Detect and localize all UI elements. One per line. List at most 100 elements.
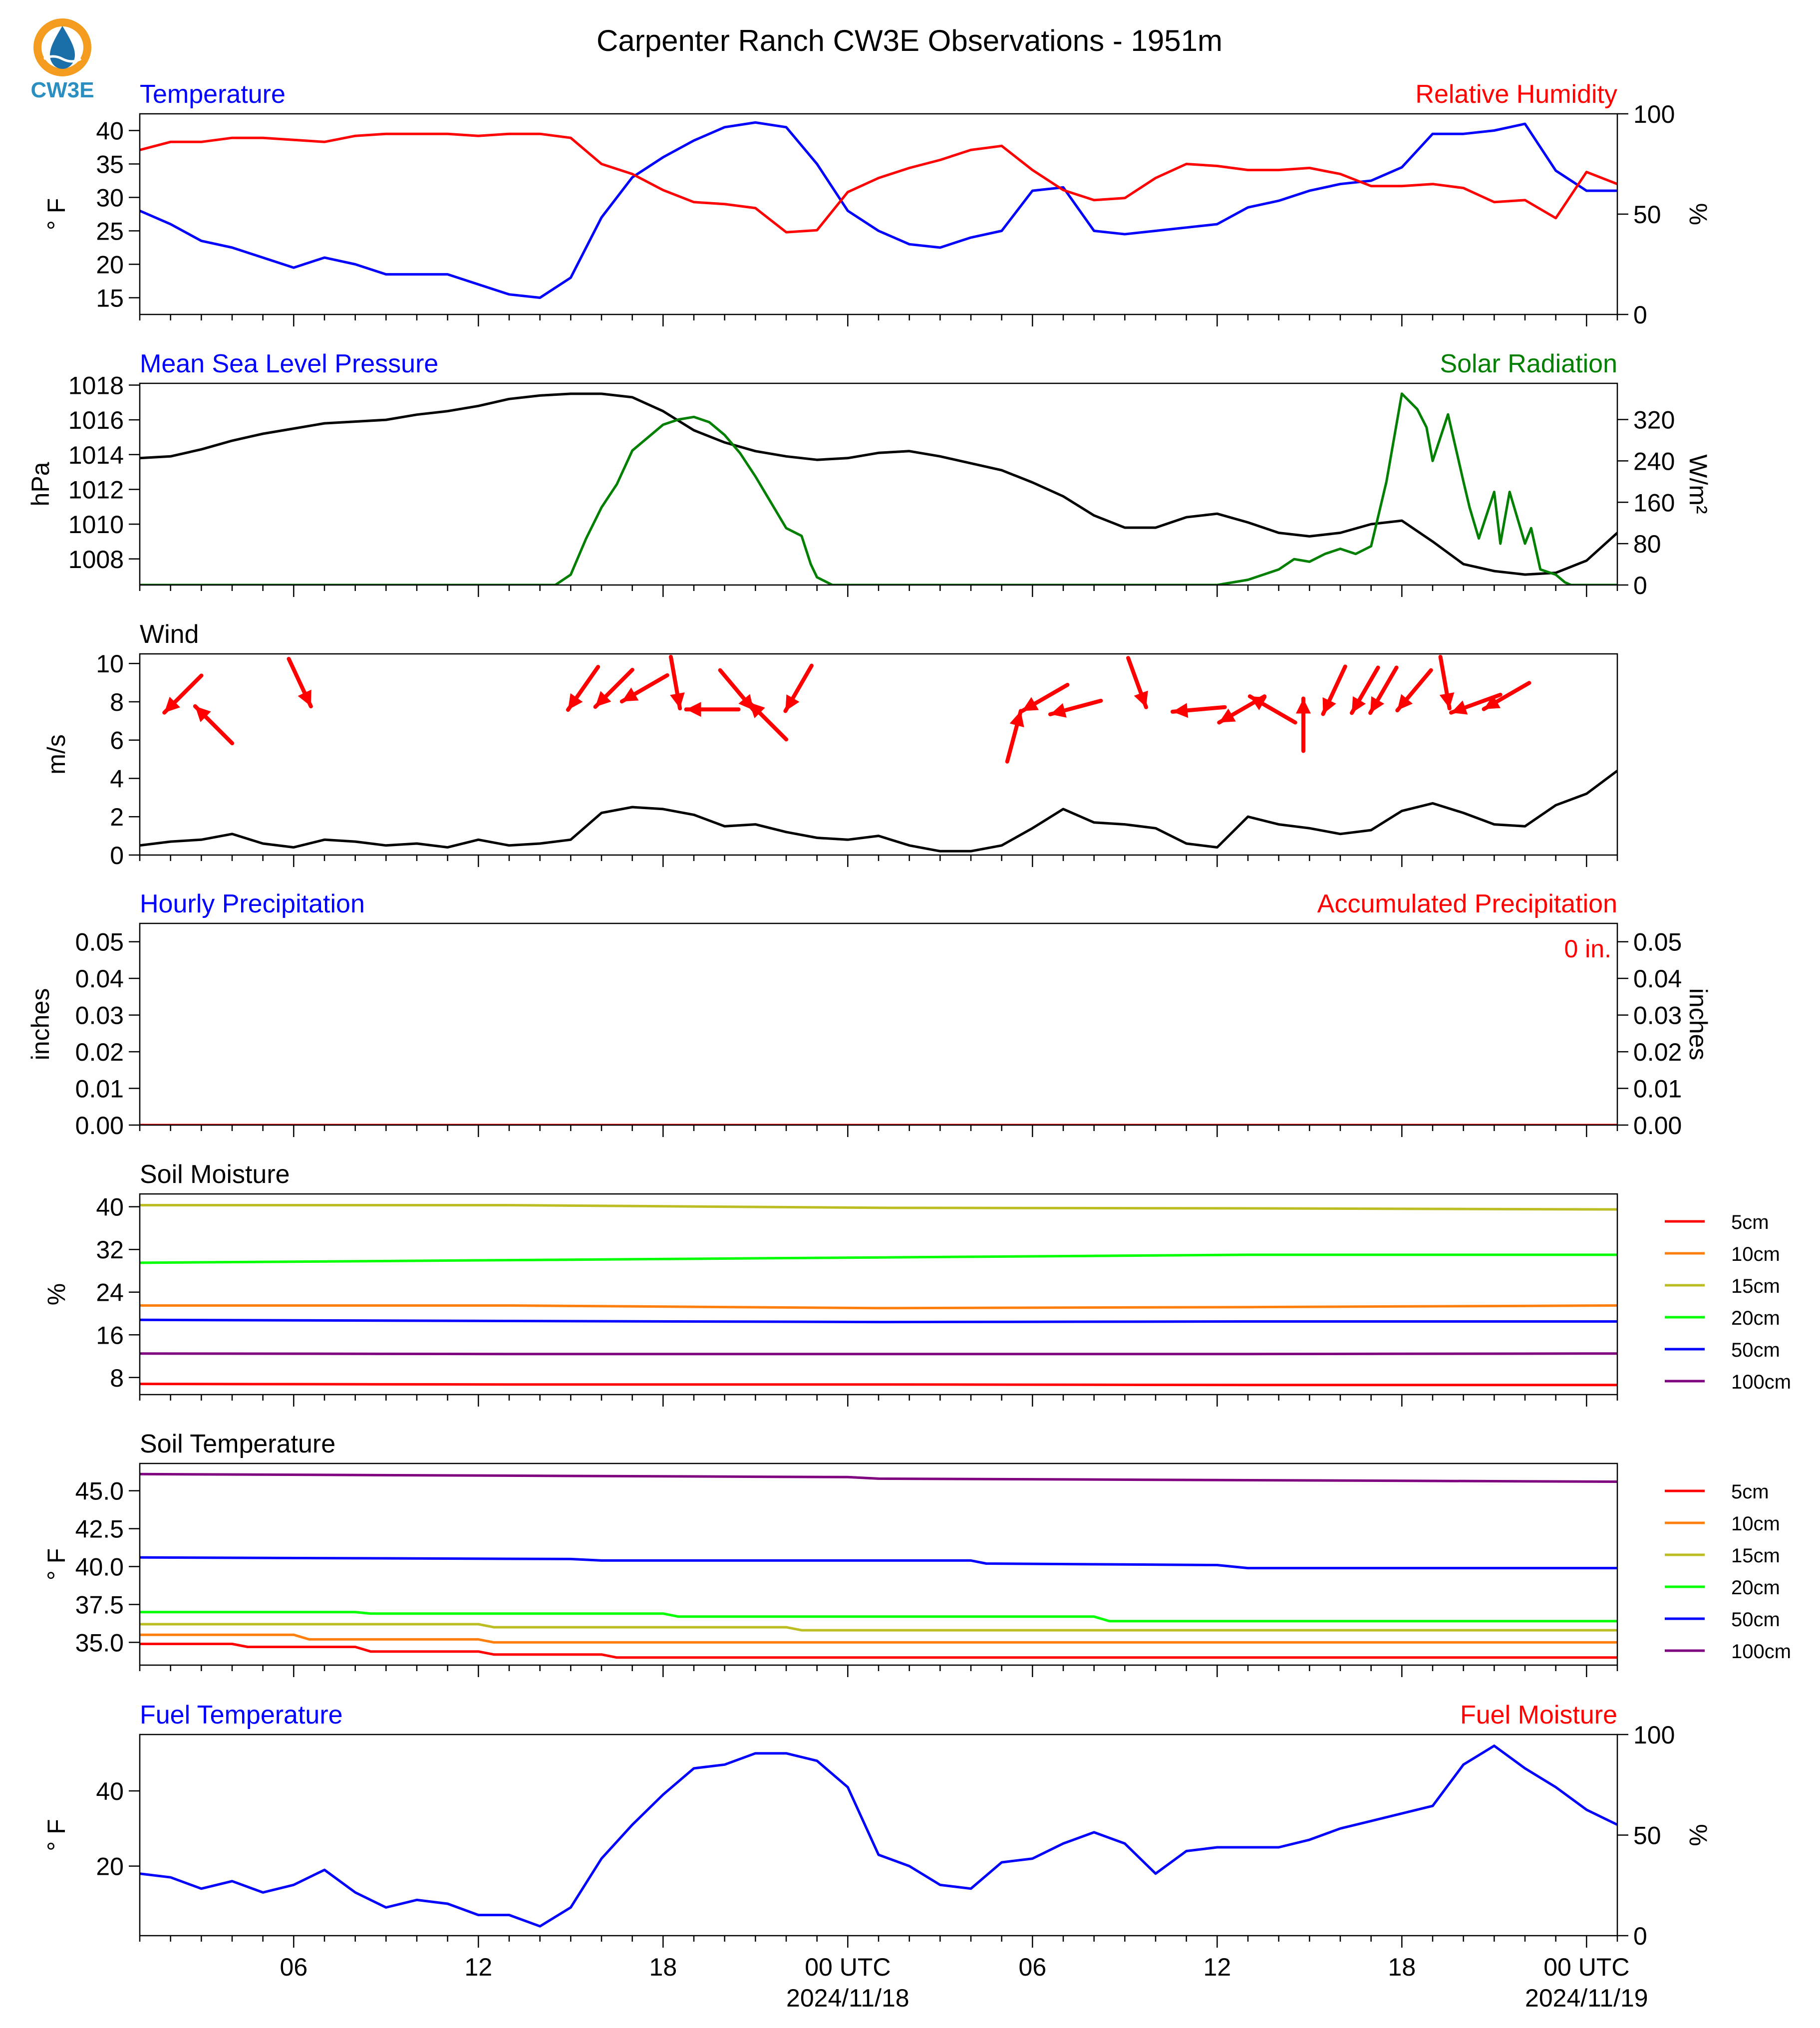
wind-arrow — [619, 673, 669, 704]
figure-title: Carpenter Ranch CW3E Observations - 1951… — [597, 24, 1222, 57]
wind-arrow-head — [195, 706, 211, 722]
series-line-5cm — [140, 1383, 1617, 1387]
panel-title-left: Temperature — [140, 80, 286, 109]
wind-arrow-head — [1322, 697, 1336, 714]
wind-arrow-head — [1370, 696, 1385, 713]
wind-arrow — [783, 663, 814, 713]
wind-arrow-head — [1009, 711, 1024, 728]
wind-arrow-head — [1173, 703, 1189, 718]
panel-title-left: Fuel Temperature — [140, 1701, 343, 1730]
wind-arrow-head — [164, 696, 181, 713]
panel-series — [140, 121, 1617, 299]
wind-arrow-head — [1439, 692, 1455, 709]
y-left-tick-label: 35.0 — [75, 1629, 124, 1657]
y-left-tick-label: 37.5 — [75, 1591, 124, 1619]
x-tick-label: 12 — [465, 1953, 493, 1981]
panel-title-right: Accumulated Precipitation — [1317, 889, 1617, 918]
panel-title-left: Soil Temperature — [140, 1430, 335, 1458]
wind-arrow-head — [298, 689, 311, 707]
wind-arrow — [1296, 696, 1311, 753]
series-line-wind — [140, 770, 1617, 853]
wind-arrow — [747, 700, 789, 742]
panel-frame — [139, 113, 1618, 315]
y-left-tick-label: 8 — [110, 1364, 124, 1392]
panel-precip: 0.00 0.01 0.02 0.03 0.04 0.05 0.00 0.01 0.02 0.03… — [26, 889, 1712, 1140]
panel-frame — [139, 382, 1618, 586]
y-right-tick-label: 50 — [1633, 1822, 1661, 1850]
series-line-10cm — [140, 1633, 1617, 1644]
y-left-tick-label: 0.01 — [75, 1075, 124, 1103]
cw3e-logo: CW3E — [30, 18, 94, 102]
wind-arrow-head — [1451, 700, 1468, 715]
y-right-tick-label: 0.04 — [1633, 965, 1682, 993]
logo-wave-icon — [43, 55, 82, 63]
wind-arrow — [1171, 703, 1227, 718]
panel-fuel: 20 40 0 50 100 Fuel Temperature Fuel Moisture °… — [42, 1701, 1712, 1950]
y-left-label: ° F — [42, 1548, 70, 1580]
legend-label: 10cm — [1731, 1513, 1780, 1535]
series-line-temperature — [140, 121, 1617, 299]
y-left-tick-label: 6 — [110, 727, 124, 755]
panel-frame — [139, 922, 1618, 1126]
legends: 5cm10cm15cm20cm50cm100cm5cm10cm15cm20cm5… — [1665, 1211, 1791, 1663]
y-left-tick-label: 0.00 — [75, 1112, 124, 1140]
x-tick-label: 00 UTC — [1543, 1953, 1629, 1981]
y-right-tick-label: 0 — [1633, 301, 1647, 329]
y-left-tick-label: 0.03 — [75, 1002, 124, 1030]
wind-arrow-head — [621, 687, 639, 702]
series-line-15cm — [140, 1623, 1617, 1632]
wind-arrow — [684, 702, 741, 717]
y-left-tick-label: 40.0 — [75, 1553, 124, 1581]
wind-arrow-head — [738, 694, 754, 711]
y-left-tick-label: 30 — [96, 184, 124, 212]
panel-soilt: 35.0 37.5 40.0 42.5 45.0 Soil Temperature ° F — [42, 1430, 1618, 1677]
series-line-5cm — [140, 1643, 1617, 1659]
legend-label: 100cm — [1731, 1641, 1791, 1663]
y-right-label: inches — [1684, 988, 1712, 1061]
wind-arrow — [593, 667, 634, 709]
y-left-tick-label: 20 — [96, 1853, 124, 1881]
y-right-tick-label: 0.00 — [1633, 1112, 1682, 1140]
y-right-tick-label: 100 — [1633, 1721, 1675, 1749]
wind-arrow — [193, 704, 235, 746]
y-left-tick-label: 10 — [96, 650, 124, 678]
wind-arrow-head — [1050, 703, 1067, 718]
wind-arrow — [1368, 665, 1399, 715]
y-left-tick-label: 45.0 — [75, 1477, 124, 1505]
legend-label: 50cm — [1731, 1339, 1780, 1361]
series-line-solar-radiation — [140, 392, 1617, 585]
wind-arrow — [1126, 656, 1148, 709]
y-left-label: % — [42, 1283, 70, 1305]
x-tick-label: 06 — [280, 1953, 308, 1981]
y-left-tick-label: 0 — [110, 842, 124, 869]
y-right-tick-label: 160 — [1633, 489, 1675, 517]
panel-title-right: Fuel Moisture — [1460, 1701, 1617, 1730]
y-right-tick-label: 0 — [1633, 572, 1647, 599]
series-line-50cm — [140, 1556, 1617, 1570]
y-left-tick-label: 40 — [96, 1193, 124, 1221]
y-right-tick-label: 0.03 — [1633, 1002, 1682, 1030]
y-left-tick-label: 1018 — [68, 371, 124, 399]
panel-frame — [139, 653, 1618, 856]
y-right-tick-label: 320 — [1633, 406, 1675, 434]
y-right-tick-label: 0.01 — [1633, 1075, 1682, 1103]
y-left-label: ° F — [42, 198, 70, 230]
wind-arrow — [1438, 654, 1455, 711]
x-tick-label: 18 — [1388, 1953, 1416, 1981]
y-left-tick-label: 16 — [96, 1321, 124, 1349]
logo-drop-icon — [50, 26, 75, 69]
y-left-tick-label: 1012 — [68, 476, 124, 504]
y-left-tick-label: 1010 — [68, 511, 124, 539]
y-left-tick-label: 40 — [96, 1777, 124, 1805]
series-line-15cm — [140, 1204, 1617, 1211]
wind-arrow — [668, 654, 685, 711]
panel-soilm: 8 16 24 32 40 Soil Moisture% — [42, 1160, 1618, 1407]
wind-arrow — [287, 656, 313, 709]
panel-series — [140, 1472, 1617, 1659]
y-left-tick-label: 32 — [96, 1236, 124, 1264]
y-right-tick-label: 0.05 — [1633, 928, 1682, 956]
y-left-label: ° F — [42, 1819, 70, 1851]
y-right-tick-label: 100 — [1633, 100, 1675, 128]
panel-title-right: Solar Radiation — [1440, 349, 1617, 378]
panel-title-right: Relative Humidity — [1415, 80, 1617, 109]
